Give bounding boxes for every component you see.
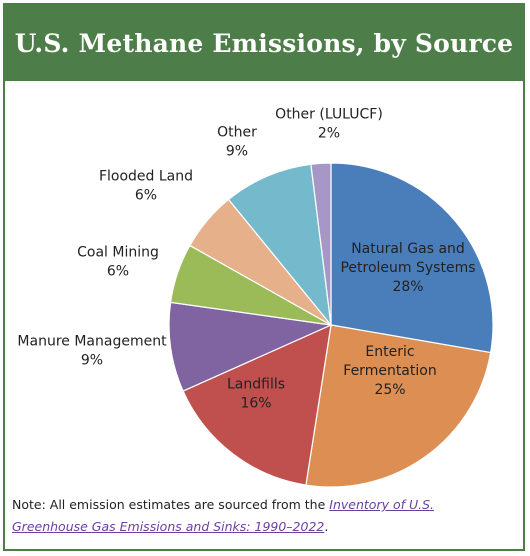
slice-label-coal-mining: Coal Mining 6% [77,245,159,280]
chart-header: U.S. Methane Emissions, by Source [5,5,523,81]
pie-slice-natural-gas-and-petroleum-systems [330,162,494,354]
slice-label-flooded-land: Flooded Land 6% [99,169,193,204]
slice-value-label: 6% [135,188,157,204]
slice-name-label: Natural Gas and [351,241,465,257]
slice-label-other-lulucf: Other (LULUCF) 2% [275,107,383,142]
slice-name-label: Coal Mining [77,245,159,261]
pie-slice-enteric-fermentation [305,324,492,488]
slice-name-label: Flooded Land [99,169,193,185]
note-prefix: Note: All emission estimates are sourced… [12,497,330,512]
slice-name-label: Landfills [227,377,285,393]
slice-value-label: 6% [107,264,129,280]
slice-label-enteric-fermentation: Enteric Fermentation 25% [343,344,436,398]
slice-name-label: Fermentation [343,363,436,379]
slice-value-label: 9% [226,144,248,160]
slice-label-manure-management: Manure Management 9% [17,334,167,369]
inventory-link[interactable]: Inventory of U.S. Greenhouse Gas Emissio… [12,497,435,534]
slice-value-label: 16% [240,396,271,412]
slice-name-label: Manure Management [17,334,167,350]
slice-value-label: 25% [374,382,405,398]
slice-name-label: Petroleum Systems [340,260,475,276]
pie-slice-other-lulucf [310,162,332,326]
slice-label-landfills: Landfills 16% [227,377,285,412]
note-suffix: . [324,519,329,534]
slice-name-label: Enteric [365,344,414,360]
pie-slice-other [227,163,332,327]
slice-name-label: Other [217,125,257,141]
source-note: Note: All emission estimates are sourced… [12,494,512,538]
pie-slice-landfills [182,324,332,486]
slice-value-label: 28% [392,279,423,295]
slice-name-label: Other (LULUCF) [275,107,383,123]
slice-value-label: 2% [318,126,340,142]
slice-value-label: 9% [81,353,103,369]
slice-label-natural-gas-and-petroleum-systems: Natural Gas and Petroleum Systems 28% [340,241,475,295]
pie-slice-manure-management [168,301,334,392]
chart-title: U.S. Methane Emissions, by Source [14,28,514,58]
slice-label-other: Other 9% [217,125,257,160]
